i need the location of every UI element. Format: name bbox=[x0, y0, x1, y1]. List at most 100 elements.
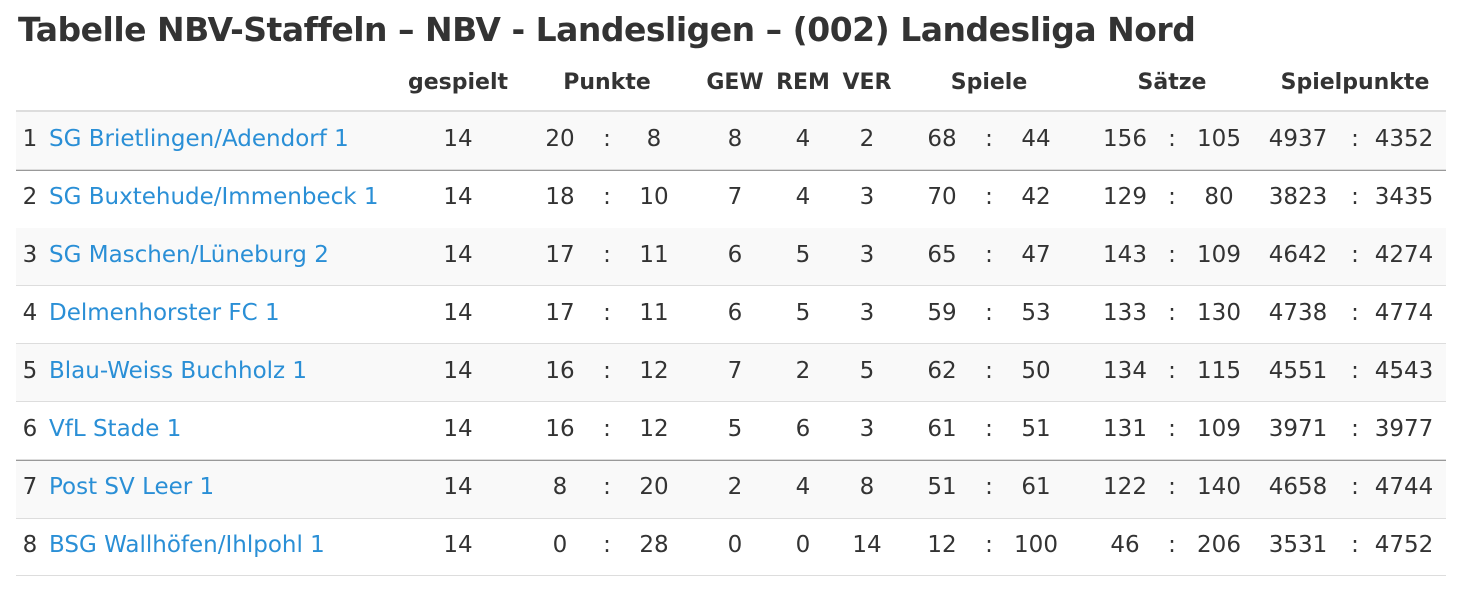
spiele-for: 51 bbox=[927, 474, 957, 500]
punkte-for: 17 bbox=[545, 300, 575, 326]
spiele-against: 44 bbox=[1021, 126, 1051, 152]
team-link[interactable]: Blau-Weiss Buchholz 1 bbox=[49, 358, 308, 384]
column-header: Sätze bbox=[1137, 70, 1207, 95]
rule bbox=[16, 110, 1446, 112]
separator: : bbox=[1351, 358, 1359, 384]
saetze-against: 109 bbox=[1197, 416, 1241, 442]
punkte-against: 11 bbox=[639, 300, 669, 326]
separator: : bbox=[603, 300, 611, 326]
spiele-for: 68 bbox=[927, 126, 957, 152]
separator: : bbox=[1168, 474, 1176, 500]
spielpunkte-against: 4274 bbox=[1374, 242, 1434, 268]
saetze-against: 109 bbox=[1197, 242, 1241, 268]
punkte-for: 8 bbox=[552, 474, 568, 500]
team-link[interactable]: SG Buxtehude/Immenbeck 1 bbox=[49, 184, 379, 210]
spiele-against: 53 bbox=[1021, 300, 1051, 326]
separator: : bbox=[603, 242, 611, 268]
separator: : bbox=[603, 184, 611, 210]
rem: 6 bbox=[795, 416, 811, 442]
spielpunkte-against: 3977 bbox=[1374, 416, 1434, 442]
rank: 1 bbox=[22, 126, 38, 152]
team-link[interactable]: Delmenhorster FC 1 bbox=[49, 300, 280, 326]
rem: 4 bbox=[795, 126, 811, 152]
spielpunkte-for: 3971 bbox=[1268, 416, 1328, 442]
played: 14 bbox=[443, 474, 473, 500]
spiele-for: 61 bbox=[927, 416, 957, 442]
spielpunkte-for: 4642 bbox=[1268, 242, 1328, 268]
spielpunkte-against: 3435 bbox=[1374, 184, 1434, 210]
ver: 2 bbox=[859, 126, 875, 152]
saetze-against: 115 bbox=[1197, 358, 1241, 384]
title: Tabelle NBV-Staffeln – NBV - Landesligen… bbox=[18, 10, 1196, 49]
separator: : bbox=[985, 126, 993, 152]
punkte-for: 18 bbox=[545, 184, 575, 210]
punkte-for: 20 bbox=[545, 126, 575, 152]
separator: : bbox=[1351, 532, 1359, 558]
spiele-against: 61 bbox=[1021, 474, 1051, 500]
rank: 7 bbox=[22, 474, 38, 500]
team-link[interactable]: SG Maschen/Lüneburg 2 bbox=[49, 242, 329, 268]
punkte-against: 11 bbox=[639, 242, 669, 268]
team-link[interactable]: VfL Stade 1 bbox=[49, 416, 182, 442]
separator: : bbox=[1351, 242, 1359, 268]
spiele-for: 59 bbox=[927, 300, 957, 326]
spiele-for: 12 bbox=[927, 532, 957, 558]
ver: 14 bbox=[852, 532, 882, 558]
gew: 7 bbox=[727, 184, 743, 210]
separator: : bbox=[1168, 184, 1176, 210]
saetze-for: 122 bbox=[1103, 474, 1147, 500]
column-header: Punkte bbox=[563, 70, 651, 95]
played: 14 bbox=[443, 300, 473, 326]
column-header: Spielpunkte bbox=[1280, 70, 1430, 95]
spielpunkte-against: 4744 bbox=[1374, 474, 1434, 500]
gew: 7 bbox=[727, 358, 743, 384]
saetze-for: 133 bbox=[1103, 300, 1147, 326]
rem: 4 bbox=[795, 474, 811, 500]
table-row bbox=[16, 228, 1446, 286]
separator: : bbox=[1351, 126, 1359, 152]
rank: 8 bbox=[22, 532, 38, 558]
separator: : bbox=[985, 474, 993, 500]
ver: 5 bbox=[859, 358, 875, 384]
spiele-against: 51 bbox=[1021, 416, 1051, 442]
table-row bbox=[16, 460, 1446, 519]
separator: : bbox=[1351, 300, 1359, 326]
spielpunkte-for: 4738 bbox=[1268, 300, 1328, 326]
punkte-for: 16 bbox=[545, 416, 575, 442]
spiele-for: 70 bbox=[927, 184, 957, 210]
team-link[interactable]: BSG Wallhöfen/Ihlpohl 1 bbox=[49, 532, 325, 558]
punkte-against: 12 bbox=[639, 358, 669, 384]
rem: 5 bbox=[795, 242, 811, 268]
gew: 5 bbox=[727, 416, 743, 442]
ver: 3 bbox=[859, 184, 875, 210]
rank: 4 bbox=[22, 300, 38, 326]
team-link[interactable]: Post SV Leer 1 bbox=[49, 474, 215, 500]
table-row bbox=[16, 286, 1446, 344]
separator: : bbox=[1351, 416, 1359, 442]
separator: : bbox=[985, 532, 993, 558]
separator: : bbox=[985, 416, 993, 442]
table-row bbox=[16, 518, 1446, 576]
gew: 8 bbox=[727, 126, 743, 152]
saetze-for: 143 bbox=[1103, 242, 1147, 268]
separator: : bbox=[985, 242, 993, 268]
team-link[interactable]: SG Brietlingen/Adendorf 1 bbox=[49, 126, 349, 152]
spielpunkte-against: 4352 bbox=[1374, 126, 1434, 152]
column-header: Spiele bbox=[950, 70, 1028, 95]
column-header: VER bbox=[842, 70, 892, 95]
spielpunkte-for: 3823 bbox=[1268, 184, 1328, 210]
separator: : bbox=[603, 358, 611, 384]
spielpunkte-for: 4551 bbox=[1268, 358, 1328, 384]
gew: 0 bbox=[727, 532, 743, 558]
table-row bbox=[16, 402, 1446, 460]
punkte-for: 16 bbox=[545, 358, 575, 384]
saetze-for: 131 bbox=[1103, 416, 1147, 442]
separator: : bbox=[1168, 126, 1176, 152]
saetze-against: 140 bbox=[1197, 474, 1241, 500]
gew: 6 bbox=[727, 242, 743, 268]
separator: : bbox=[603, 416, 611, 442]
rank: 2 bbox=[22, 184, 38, 210]
rank: 5 bbox=[22, 358, 38, 384]
spielpunkte-against: 4752 bbox=[1374, 532, 1434, 558]
